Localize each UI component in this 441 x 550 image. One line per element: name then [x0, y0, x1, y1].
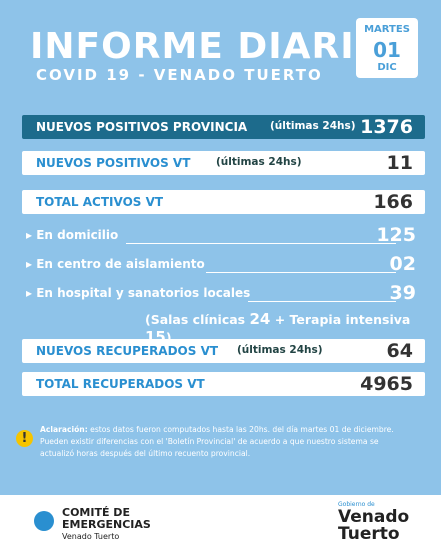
row-label: TOTAL ACTIVOS VT: [36, 195, 164, 209]
committee-line: COMITÉ DE: [62, 506, 130, 519]
detail-text: ): [165, 330, 172, 345]
breakdown-value: 39: [389, 282, 416, 304]
disclaimer-line: actualizó horas después del último recue…: [40, 449, 251, 458]
hospital-detail: (Salas clínicas 24 + Terapia intensiva 1…: [145, 310, 441, 346]
row-note: (últimas 24hs): [270, 120, 356, 132]
gov-line: Venado: [338, 507, 410, 527]
breakdown-value: 02: [389, 253, 416, 275]
logo: [34, 511, 54, 531]
row-label: NUEVOS POSITIVOS PROVINCIA: [36, 120, 248, 134]
detail-value: 24: [249, 310, 271, 328]
subtitle: COVID 19 - VENADO TUERTO: [36, 66, 323, 84]
gov-line: Tuerto: [338, 524, 400, 544]
row-note: (últimas 24hs): [216, 156, 302, 168]
weekday: MARTES: [364, 24, 410, 35]
row-value: 1376: [360, 116, 413, 138]
row-value: 4965: [360, 373, 413, 395]
breakdown-label: En domicilio: [36, 228, 119, 242]
row: NUEVOS POSITIVOS PROVINCIA (últimas 24hs…: [22, 115, 425, 139]
committee-city: Venado Tuerto: [62, 532, 120, 541]
committee: COMITÉ DE EMERGENCIAS Venado Tuerto: [62, 507, 151, 543]
row-label: NUEVOS RECUPERADOS VT: [36, 344, 219, 358]
title: INFORME DIARIO: [30, 26, 387, 67]
disclaimer-line: estos datos fueron computados hasta las …: [87, 425, 394, 434]
committee-line: EMERGENCIAS: [62, 518, 151, 531]
row-note: (últimas 24hs): [237, 344, 323, 356]
row: NUEVOS RECUPERADOS VT (últimas 24hs) 64: [22, 339, 425, 363]
breakdown-row: ▸ En hospital y sanatorios locales 39: [26, 282, 416, 304]
breakdown-label: En hospital y sanatorios locales: [36, 286, 251, 300]
day: 01: [373, 38, 401, 62]
row-label: NUEVOS POSITIVOS VT: [36, 156, 191, 170]
calendar: MARTES 01 DIC: [356, 18, 418, 78]
breakdown-row: ▸ En domicilio 125: [26, 224, 416, 246]
row-value: 11: [386, 152, 413, 174]
disclaimer-lead: Aclaración:: [40, 425, 88, 434]
breakdown-value: 125: [376, 224, 416, 246]
breakdown-label: En centro de aislamiento: [36, 257, 205, 271]
disclaimer: Aclaración: estos datos fueron computado…: [40, 424, 435, 460]
gov-small: Gobierno de: [338, 501, 375, 508]
row-value: 166: [373, 191, 413, 213]
detail-text: + Terapia intensiva: [274, 312, 411, 327]
row-label: TOTAL RECUPERADOS VT: [36, 377, 205, 391]
warning-icon: !: [16, 430, 33, 447]
breakdown-row: ▸ En centro de aislamiento 02: [26, 253, 416, 275]
row-value: 64: [386, 340, 413, 362]
row: TOTAL RECUPERADOS VT 4965: [22, 372, 425, 396]
row: TOTAL ACTIVOS VT 166: [22, 190, 425, 214]
detail-text: (Salas clínicas: [145, 312, 246, 327]
gov-logo: Gobierno de Venado Tuerto: [338, 501, 409, 543]
disclaimer-line: Pueden existir diferencias con el 'Bolet…: [40, 437, 379, 446]
row: NUEVOS POSITIVOS VT (últimas 24hs) 11: [22, 151, 425, 175]
footer: COMITÉ DE EMERGENCIAS Venado Tuerto Gobi…: [0, 495, 441, 550]
month: DIC: [377, 62, 397, 73]
